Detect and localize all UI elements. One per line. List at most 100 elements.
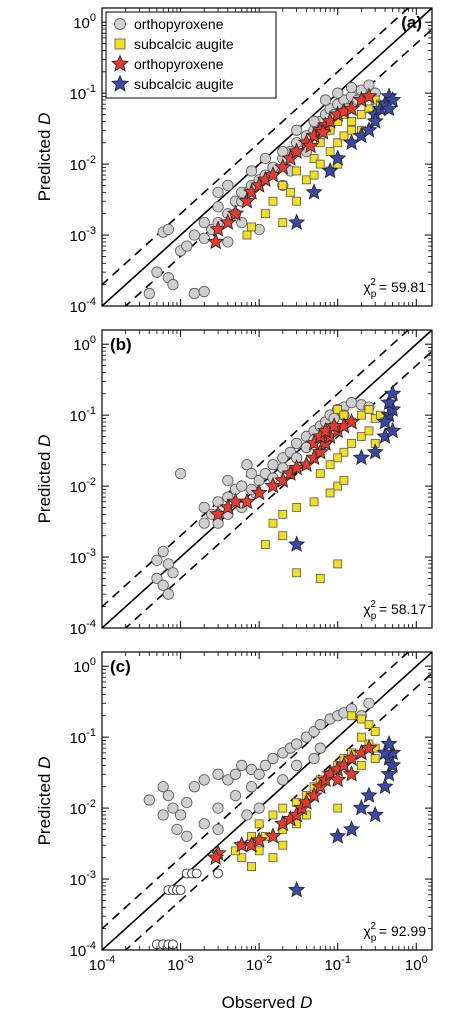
orthopyroxene-point — [198, 232, 210, 244]
subcalcic-augite-point — [242, 230, 252, 240]
orthopyroxene-point — [162, 790, 175, 802]
chi-square-label: χp2 = 58.17 — [363, 599, 426, 622]
subcalcic-augite-point — [380, 765, 398, 782]
orthopyroxene-point — [360, 87, 378, 104]
plot-area — [102, 652, 432, 950]
orthopyroxene-point — [314, 719, 326, 731]
subcalcic-augite-point — [384, 756, 402, 773]
y-tick-label: 100 — [73, 334, 96, 354]
orthopyroxene-point — [188, 229, 201, 241]
subcalcic-augite-point — [325, 488, 335, 498]
y-tick-label: 10-2 — [70, 476, 96, 496]
orthopyroxene-point — [219, 213, 237, 230]
orthopyroxene-point — [212, 201, 224, 213]
lower-dashed-line — [124, 350, 432, 628]
subcalcic-augite-point — [288, 535, 306, 552]
orthopyroxene-open-point — [175, 885, 186, 895]
subcalcic-augite-point — [347, 711, 356, 721]
subcalcic-augite-point — [384, 421, 402, 439]
orthopyroxene-point — [300, 731, 313, 743]
orthopyroxene-point — [151, 266, 163, 278]
panel-c: 10-410-4 10-3 10-3 10-2 10-2 10-1 10-1 100 100 (c… — [35, 651, 433, 974]
orthopyroxene-point — [277, 774, 289, 786]
y-tick-label: 10-1 — [70, 83, 96, 103]
chi-square-label: χp2 = 92.99 — [363, 921, 426, 944]
orthopyroxene-point — [308, 725, 320, 738]
subcalcic-augite-point — [268, 853, 278, 863]
subcalcic-augite-point — [370, 727, 380, 736]
subcalcic-augite-point — [364, 720, 374, 730]
orthopyroxene-point — [198, 501, 210, 514]
subcalcic-augite-point — [333, 405, 343, 414]
x-tick-label: 10-3 — [167, 954, 193, 974]
orthopyroxene-point — [174, 468, 187, 480]
y-tick-label: 10-3 — [70, 225, 96, 245]
orthopyroxene-point — [305, 786, 323, 803]
subcalcic-augite-point — [268, 810, 278, 820]
orthopyroxene-point — [167, 802, 179, 814]
subcalcic-augite-point — [237, 853, 247, 863]
orthopyroxene-point — [291, 437, 303, 449]
orthopyroxene-point — [325, 417, 343, 434]
series-orthopyroxene — [209, 412, 361, 522]
y-tick-label: 10-1 — [70, 727, 96, 747]
orthopyroxene-point — [174, 809, 187, 821]
subcalcic-augite-point — [278, 218, 288, 227]
orthopyroxene-point — [222, 774, 234, 786]
y-axis-title: Predicted D — [35, 757, 54, 846]
orthopyroxene-open-point — [213, 868, 224, 879]
subcalcic-augite-point — [247, 222, 256, 232]
orthopyroxene-point — [229, 768, 242, 780]
panel-b: 10-4 10-3 10-2 10-1 100 (b) χp2 = 58.17 Predicte… — [35, 329, 433, 638]
subcalcic-augite-point — [364, 405, 374, 414]
orthopyroxene-point — [245, 781, 258, 793]
orthopyroxene-point — [212, 823, 224, 836]
subcalcic-augite-point — [292, 166, 302, 176]
orthopyroxene-point — [207, 232, 225, 250]
orthopyroxene-point — [198, 216, 210, 229]
subcalcic-augite-point — [286, 187, 295, 197]
orthopyroxene-point — [308, 115, 320, 127]
orthopyroxene-point — [311, 443, 329, 460]
x-tick-label: 10-1 — [324, 954, 350, 974]
panel-label: (a) — [401, 13, 422, 32]
orthopyroxene-point — [162, 558, 175, 570]
legend-label: orthopyroxene — [134, 56, 224, 72]
legend: orthopyroxene subcalcic augite orthopyroxe… — [105, 11, 277, 99]
orthopyroxene-point — [345, 81, 358, 94]
subcalcic-augite-point — [333, 559, 343, 569]
orthopyroxene-point — [241, 809, 253, 821]
subcalcic-augite-point — [278, 840, 288, 850]
subcalcic-augite-point — [352, 448, 370, 466]
subcalcic-augite-point — [384, 384, 402, 402]
subcalcic-augite-point — [278, 531, 288, 541]
subcalcic-augite-point — [268, 196, 278, 206]
series-orthopyroxene — [207, 739, 378, 866]
y-tick-label: 10-3 — [70, 869, 96, 889]
orthopyroxene-point — [226, 204, 245, 222]
subcalcic-augite-point — [254, 819, 264, 829]
subcalcic-augite-point — [376, 777, 394, 795]
subcalcic-augite-point — [333, 481, 343, 491]
orthopyroxene-point — [157, 809, 169, 821]
orthopyroxene-point — [212, 768, 224, 780]
orthopyroxene-point — [259, 152, 271, 165]
plot-frame — [101, 329, 433, 629]
series-subcalcic-augite — [288, 384, 402, 552]
subcalcic-augite-point — [292, 503, 302, 512]
subcalcic-augite-point — [315, 469, 325, 479]
subcalcic-augite-point — [325, 147, 335, 157]
orthopyroxene-point — [236, 480, 248, 492]
subcalcic-augite-point — [347, 438, 356, 448]
x-tick-label: 10-4 — [89, 954, 115, 974]
orthopyroxene-point — [267, 752, 279, 765]
subcalcic-augite-point — [278, 803, 288, 813]
subcalcic-augite-point — [376, 412, 394, 430]
subcalcic-augite-point — [333, 138, 343, 148]
subcalcic-augite-point — [321, 161, 339, 179]
y-tick-label: 10-4 — [70, 618, 96, 638]
orthopyroxene-point — [360, 739, 378, 756]
orthopyroxene-point — [319, 94, 332, 106]
orthopyroxene-point — [167, 279, 179, 291]
orthopyroxene-point — [342, 765, 361, 782]
